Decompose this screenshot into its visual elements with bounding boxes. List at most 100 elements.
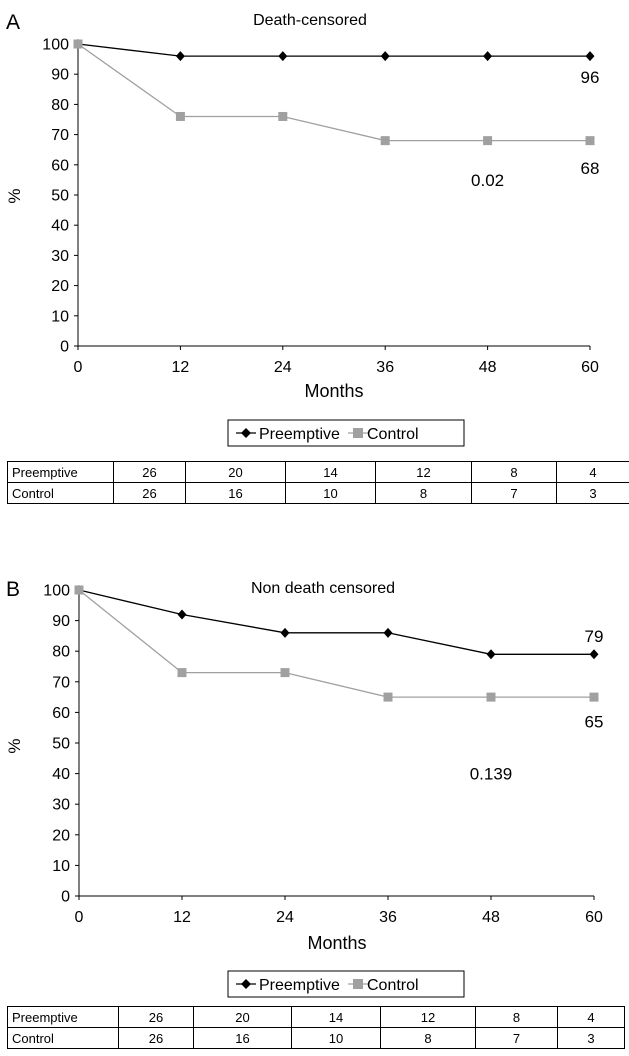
risk-cell: 8 xyxy=(471,461,557,483)
risk-cell: 8 xyxy=(475,1006,558,1028)
risk-cell: 16 xyxy=(193,1027,292,1049)
risk-table-b: Preemptive 26 20 14 12 8 4 Control 26 16… xyxy=(7,1006,625,1049)
risk-cell: 20 xyxy=(193,1006,292,1028)
y-tick-label: 50 xyxy=(51,188,69,205)
series-control xyxy=(74,585,599,702)
data-point-control xyxy=(483,136,493,146)
legend-label-preemptive: Preemptive xyxy=(259,426,340,443)
data-point-preemptive xyxy=(383,627,393,638)
risk-row-label: Control xyxy=(7,482,114,504)
data-point-preemptive xyxy=(177,609,187,620)
risk-cell: 14 xyxy=(291,1006,381,1028)
data-point-control xyxy=(175,111,185,121)
x-tick-label: 12 xyxy=(173,909,191,926)
x-tick-label: 24 xyxy=(276,909,294,926)
y-tick-label: 20 xyxy=(52,827,70,844)
risk-cell: 8 xyxy=(375,482,472,504)
annotation: 0.139 xyxy=(470,765,513,784)
risk-cell: 12 xyxy=(375,461,472,483)
risk-cell: 26 xyxy=(113,482,186,504)
data-point-preemptive xyxy=(486,649,496,660)
x-tick-label: 60 xyxy=(585,909,603,926)
data-point-preemptive xyxy=(278,51,288,62)
risk-row-label: Preemptive xyxy=(7,1006,119,1028)
x-axis-label-b: Months xyxy=(307,933,366,953)
y-tick-label: 100 xyxy=(43,583,70,600)
x-tick-label: 0 xyxy=(74,359,83,376)
y-tick-label: 60 xyxy=(51,157,69,174)
chart-title-a: Death-censored xyxy=(253,12,367,29)
series-line-preemptive xyxy=(78,589,594,655)
risk-cell: 3 xyxy=(557,1027,625,1049)
data-point-control xyxy=(380,136,390,146)
annotation: 79 xyxy=(585,627,604,646)
data-point-control xyxy=(585,136,595,146)
x-tick-label: 0 xyxy=(75,909,84,926)
risk-cell: 4 xyxy=(556,461,629,483)
y-tick-label: 90 xyxy=(52,613,70,630)
risk-cell: 10 xyxy=(291,1027,381,1049)
risk-cell: 3 xyxy=(556,482,629,504)
x-tick-label: 48 xyxy=(482,909,500,926)
risk-cell: 14 xyxy=(285,461,376,483)
series-control xyxy=(73,39,595,146)
risk-row-label: Preemptive xyxy=(7,461,114,483)
y-tick-label: 10 xyxy=(51,308,69,325)
annotation: 96 xyxy=(581,68,600,87)
risk-row-control: Control 26 16 10 8 7 3 xyxy=(7,482,629,504)
y-tick-label: 60 xyxy=(52,705,70,722)
risk-cell: 7 xyxy=(475,1027,558,1049)
risk-row-control: Control 26 16 10 8 7 3 xyxy=(7,1027,625,1049)
risk-row-label: Control xyxy=(7,1027,119,1049)
x-tick-label: 48 xyxy=(479,359,497,376)
x-tick-label: 36 xyxy=(376,359,394,376)
x-tick-label: 24 xyxy=(274,359,292,376)
data-point-preemptive xyxy=(589,649,599,660)
series-preemptive xyxy=(74,585,599,660)
chart-b: B Non death censored % Months Preemptive… xyxy=(5,578,604,998)
risk-cell: 4 xyxy=(557,1006,625,1028)
series-line-preemptive xyxy=(77,43,590,57)
legend-label-control: Control xyxy=(367,977,419,994)
annotation: 68 xyxy=(581,159,600,178)
series-preemptive xyxy=(73,39,595,62)
annotation: 0.02 xyxy=(471,171,504,190)
risk-cell: 10 xyxy=(285,482,376,504)
y-tick-label: 80 xyxy=(51,97,69,114)
y-tick-label: 80 xyxy=(52,644,70,661)
risk-cell: 26 xyxy=(118,1027,194,1049)
chart-a: A Death-censored % Months Preemptive Con… xyxy=(5,11,600,447)
risk-table-a: Preemptive 26 20 14 12 8 4 Control 26 16… xyxy=(7,461,629,504)
legend-label-preemptive: Preemptive xyxy=(259,977,340,994)
risk-cell: 26 xyxy=(113,461,186,483)
data-point-control xyxy=(589,692,599,702)
data-point-control xyxy=(73,39,83,49)
risk-cell: 12 xyxy=(380,1006,476,1028)
axes: 0 10 20 30 40 50 60 70 80 90 100 0 12 24 36 48 60 xyxy=(42,37,599,377)
series-line-control xyxy=(77,43,590,142)
x-tick-label: 60 xyxy=(581,359,599,376)
data-point-preemptive xyxy=(483,51,493,62)
legend-a: Preemptive Control xyxy=(227,419,465,447)
y-tick-label: 10 xyxy=(52,858,70,875)
y-tick-label: 40 xyxy=(52,766,70,783)
risk-cell: 7 xyxy=(471,482,557,504)
y-axis-label-b: % xyxy=(5,738,24,753)
annotation: 65 xyxy=(585,713,604,732)
y-axis-label-a: % xyxy=(5,188,24,203)
data-point-preemptive xyxy=(380,51,390,62)
legend-marker-control xyxy=(353,979,363,989)
axes: 0 10 20 30 40 50 60 70 80 90 100 0 12 24 36 48 60 xyxy=(43,583,603,927)
y-tick-label: 0 xyxy=(61,889,70,906)
data-point-control xyxy=(383,692,393,702)
risk-cell: 26 xyxy=(118,1006,194,1028)
y-tick-label: 100 xyxy=(42,37,69,54)
y-tick-label: 30 xyxy=(52,797,70,814)
y-tick-label: 0 xyxy=(60,339,69,356)
y-tick-label: 70 xyxy=(52,674,70,691)
risk-cell: 20 xyxy=(185,461,286,483)
x-tick-label: 12 xyxy=(172,359,190,376)
data-point-control xyxy=(278,111,288,121)
legend-marker-control xyxy=(353,428,363,438)
legend-b: Preemptive Control xyxy=(227,970,465,998)
